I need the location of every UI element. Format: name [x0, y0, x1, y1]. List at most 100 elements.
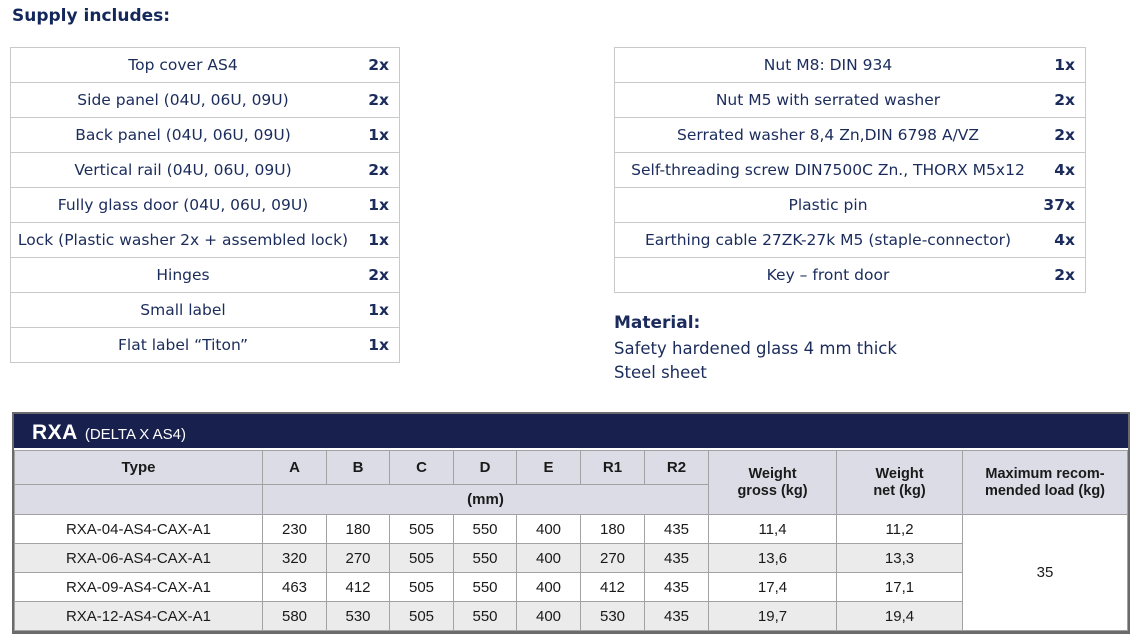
supply-table-left: Top cover AS4 2x Side panel (04U, 06U, 0…: [10, 47, 400, 363]
supply-item: Nut M8: DIN 934 1x: [615, 48, 1085, 83]
cell-r1: 530: [580, 601, 645, 631]
col-header-c: C: [389, 450, 454, 485]
spec-header-row: Type A B C D E R1 R2 Weight gross (kg) W…: [14, 450, 1128, 515]
spec-table: RXA (DELTA X AS4) Type A B C D E R1 R2: [12, 412, 1130, 634]
cell-e: 400: [516, 514, 581, 544]
col-header-type: Type: [14, 450, 263, 485]
cell-r2: 435: [644, 543, 709, 573]
supply-item: Flat label “Titon” 1x: [11, 328, 399, 362]
cell-b: 270: [326, 543, 390, 573]
cell-d: 550: [453, 601, 517, 631]
supply-item-qty: 4x: [1054, 161, 1075, 179]
col-header-a: A: [262, 450, 327, 485]
supply-item: Hinges 2x: [11, 258, 399, 293]
cell-r1: 270: [580, 543, 645, 573]
cell-max-load: 35: [962, 514, 1128, 631]
col-header-d: D: [453, 450, 517, 485]
supply-item-label: Serrated washer 8,4 Zn,DIN 6798 A/VZ: [676, 126, 980, 144]
material-line: Safety hardened glass 4 mm thick: [614, 339, 897, 358]
supply-item-qty: 2x: [368, 266, 389, 284]
supply-item-label: Vertical rail (04U, 06U, 09U): [74, 161, 292, 179]
cell-e: 400: [516, 572, 581, 602]
supply-item-label: Nut M8: DIN 934: [763, 56, 893, 74]
cell-a: 463: [262, 572, 327, 602]
supply-item: Vertical rail (04U, 06U, 09U) 2x: [11, 153, 399, 188]
supply-item-qty: 2x: [1054, 91, 1075, 109]
spec-grid: Type A B C D E R1 R2 Weight gross (kg) W…: [14, 450, 1128, 631]
col-header-b: B: [326, 450, 390, 485]
cell-c: 505: [389, 543, 454, 573]
supply-item: Top cover AS4 2x: [11, 48, 399, 83]
supply-item-label: Flat label “Titon”: [117, 336, 249, 354]
col-header-r2: R2: [644, 450, 709, 485]
table-row: RXA-12-AS4-CAX-A1 580 530 505 550 400 53…: [14, 601, 1128, 631]
page-title: Supply includes:: [12, 6, 171, 26]
cell-r1: 180: [580, 514, 645, 544]
cell-c: 505: [389, 572, 454, 602]
supply-item: Self-threading screw DIN7500C Zn., THORX…: [615, 153, 1085, 188]
supply-item-qty: 1x: [368, 336, 389, 354]
col-header-weight-net: Weight net (kg): [836, 450, 963, 515]
supply-item-qty: 1x: [368, 196, 389, 214]
unit-label: (mm): [262, 484, 709, 515]
supply-item-label: Top cover AS4: [128, 56, 238, 74]
supply-table-right: Nut M8: DIN 934 1x Nut M5 with serrated …: [614, 47, 1086, 293]
supply-item-label: Back panel (04U, 06U, 09U): [75, 126, 291, 144]
supply-item-label: Key – front door: [766, 266, 890, 284]
cell-type: RXA-12-AS4-CAX-A1: [14, 601, 263, 631]
cell-a: 320: [262, 543, 327, 573]
cell-weight-gross: 13,6: [708, 543, 837, 573]
cell-weight-net: 13,3: [836, 543, 963, 573]
cell-b: 530: [326, 601, 390, 631]
cell-weight-gross: 19,7: [708, 601, 837, 631]
supply-item: Small label 1x: [11, 293, 399, 328]
spec-series-name: RXA: [32, 421, 78, 444]
col-header-weight-gross: Weight gross (kg): [708, 450, 837, 515]
supply-item-qty: 1x: [1054, 56, 1075, 74]
supply-item: Serrated washer 8,4 Zn,DIN 6798 A/VZ 2x: [615, 118, 1085, 153]
cell-c: 505: [389, 601, 454, 631]
supply-item-label: Plastic pin: [788, 196, 868, 214]
supply-item-qty: 2x: [368, 56, 389, 74]
cell-e: 400: [516, 543, 581, 573]
col-header-e: E: [516, 450, 581, 485]
supply-item-qty: 1x: [368, 301, 389, 319]
supply-item-qty: 1x: [368, 231, 389, 249]
supply-item-qty: 1x: [368, 126, 389, 144]
cell-r2: 435: [644, 514, 709, 544]
cell-d: 550: [453, 572, 517, 602]
supply-item-qty: 2x: [1054, 266, 1075, 284]
unit-row-type-cell: [14, 484, 263, 515]
material-line: Steel sheet: [614, 363, 707, 382]
supply-item-label: Lock (Plastic washer 2x + assembled lock…: [17, 231, 349, 249]
supply-item: Fully glass door (04U, 06U, 09U) 1x: [11, 188, 399, 223]
supply-item: Earthing cable 27ZK-27k M5 (staple-conne…: [615, 223, 1085, 258]
cell-weight-net: 11,2: [836, 514, 963, 544]
material-title: Material:: [614, 313, 701, 333]
cell-weight-net: 19,4: [836, 601, 963, 631]
table-row: RXA-06-AS4-CAX-A1 320 270 505 550 400 27…: [14, 543, 1128, 573]
supply-item: Key – front door 2x: [615, 258, 1085, 292]
cell-e: 400: [516, 601, 581, 631]
cell-weight-net: 17,1: [836, 572, 963, 602]
cell-type: RXA-09-AS4-CAX-A1: [14, 572, 263, 602]
cell-r2: 435: [644, 601, 709, 631]
supply-item: Plastic pin 37x: [615, 188, 1085, 223]
supply-item: Side panel (04U, 06U, 09U) 2x: [11, 83, 399, 118]
material-section: Material: Safety hardened glass 4 mm thi…: [614, 311, 897, 385]
supply-item-label: Nut M5 with serrated washer: [715, 91, 941, 109]
cell-d: 550: [453, 543, 517, 573]
supply-item: Back panel (04U, 06U, 09U) 1x: [11, 118, 399, 153]
supply-item-label: Fully glass door (04U, 06U, 09U): [57, 196, 309, 214]
cell-d: 550: [453, 514, 517, 544]
spec-series-variant: (DELTA X AS4): [84, 426, 186, 443]
cell-type: RXA-06-AS4-CAX-A1: [14, 543, 263, 573]
table-row: RXA-04-AS4-CAX-A1 230 180 505 550 400 18…: [14, 514, 1128, 631]
supply-item-qty: 37x: [1043, 196, 1075, 214]
supply-item-label: Earthing cable 27ZK-27k M5 (staple-conne…: [644, 231, 1011, 249]
col-header-r1: R1: [580, 450, 645, 485]
supply-item-qty: 2x: [1054, 126, 1075, 144]
cell-type: RXA-04-AS4-CAX-A1: [14, 514, 263, 544]
supply-item-label: Side panel (04U, 06U, 09U): [77, 91, 289, 109]
